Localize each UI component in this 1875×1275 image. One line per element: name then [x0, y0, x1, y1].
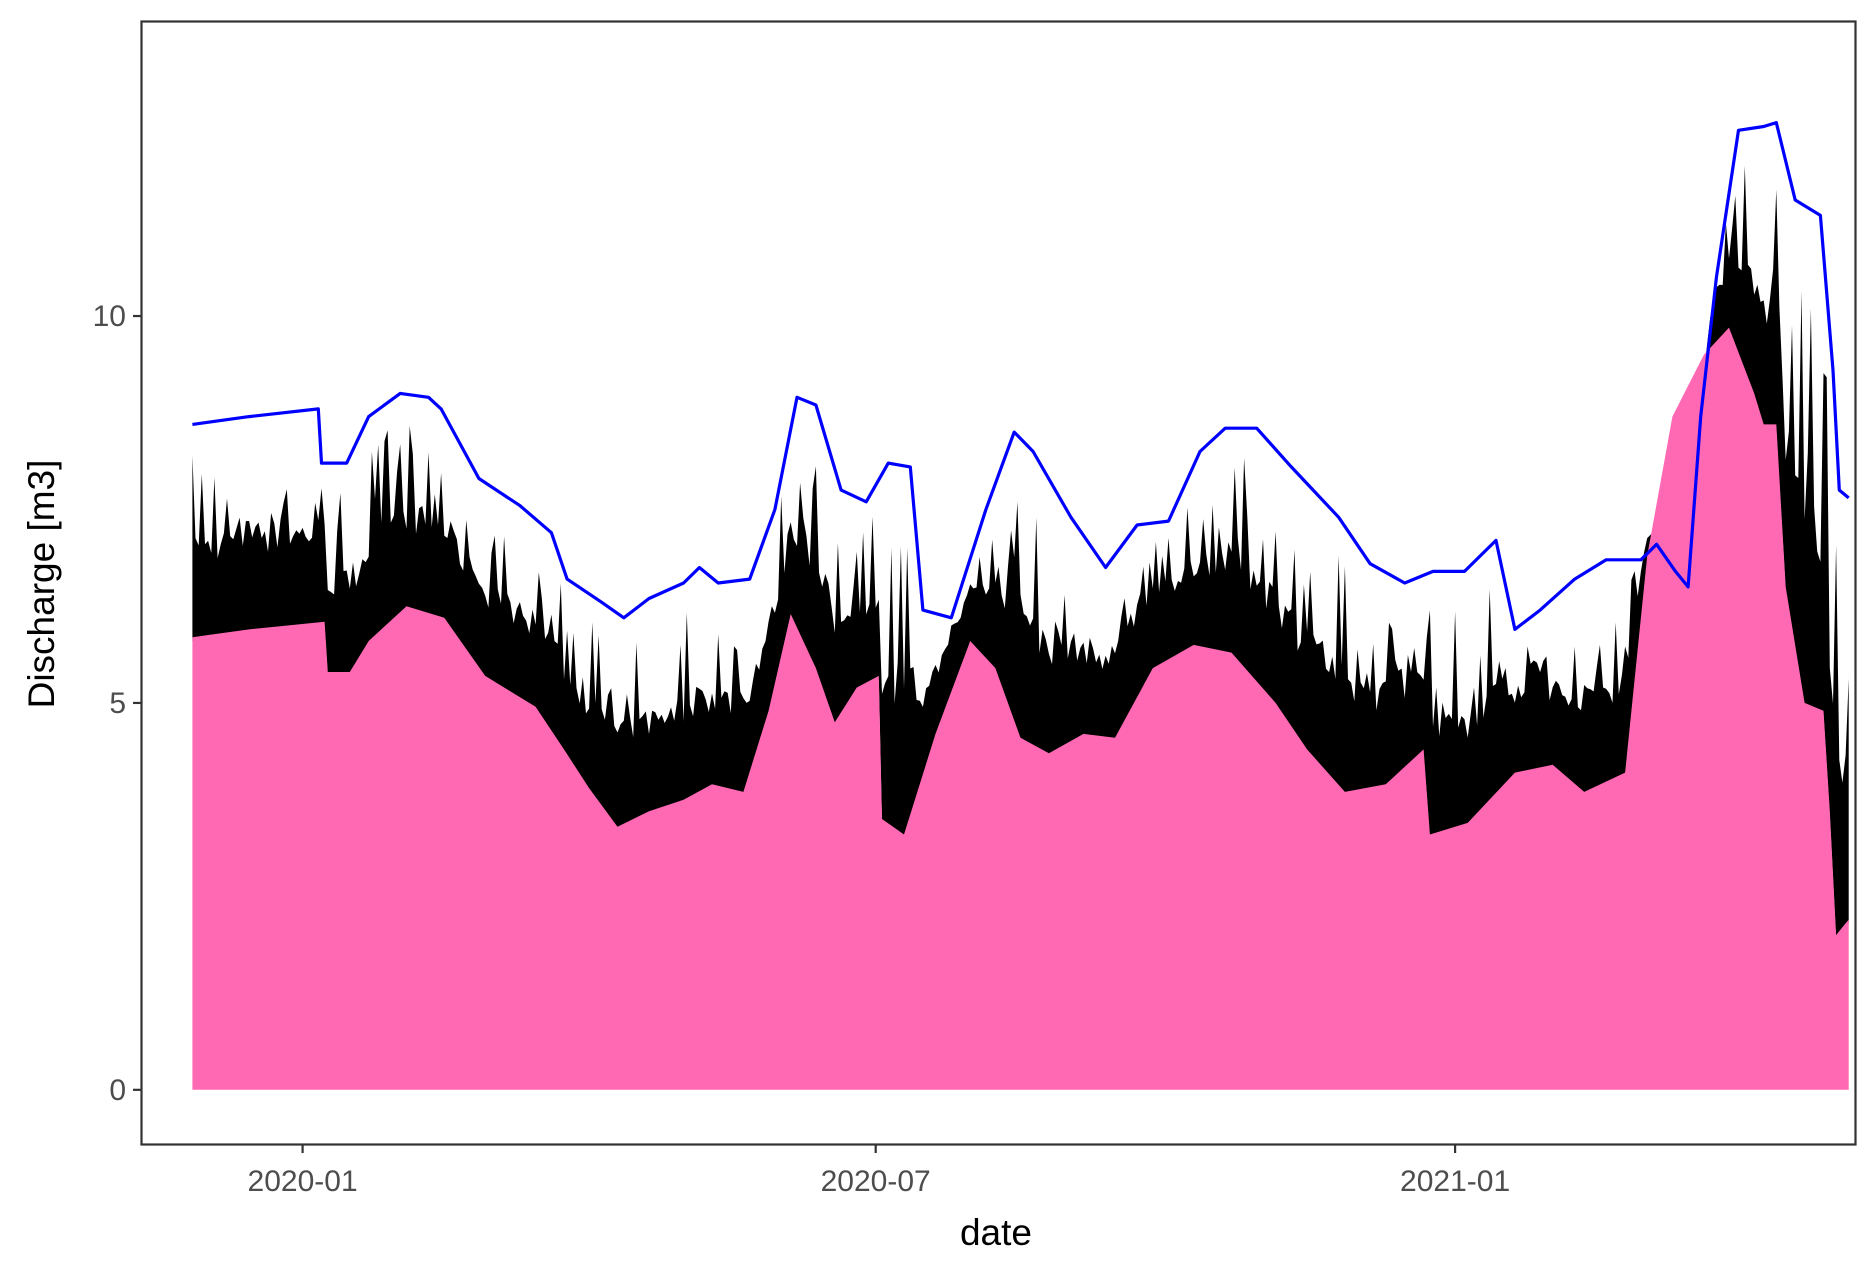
x-axis: 2020-01 2020-07 2021-01	[248, 1144, 1510, 1198]
x-tick-label: 2020-01	[248, 1165, 358, 1198]
y-tick-label: 5	[109, 687, 126, 720]
peak-discharge-band	[192, 165, 1849, 939]
x-axis-title: date	[960, 1212, 1032, 1253]
baseflow-area	[192, 327, 1849, 1090]
plot-area	[192, 121, 1850, 1090]
y-tick-label: 0	[109, 1074, 126, 1107]
panel-border	[140, 20, 1857, 1146]
discharge-line	[192, 121, 1850, 631]
x-tick-label: 2021-01	[1400, 1165, 1510, 1198]
y-tick-label: 10	[93, 300, 126, 333]
x-tick-label: 2020-07	[821, 1165, 931, 1198]
y-axis-title: Discharge [m3]	[21, 460, 62, 709]
y-axis: 0 5 10	[93, 300, 142, 1107]
